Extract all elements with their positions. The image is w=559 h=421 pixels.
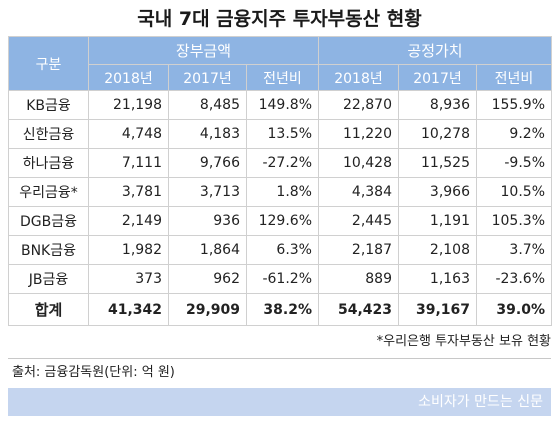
- cell: 1,163: [398, 264, 477, 294]
- total-cell: 54,423: [318, 293, 399, 326]
- cell: 10,278: [398, 119, 477, 149]
- table-row: 하나금융 7,111 9,766 -27.2% 10,428 11,525 -9…: [8, 148, 552, 178]
- table-row: JB금융 373 962 -61.2% 889 1,163 -23.6%: [8, 264, 552, 294]
- cell: 13.5%: [246, 119, 319, 149]
- total-cell: 29,909: [168, 293, 247, 326]
- cell: -23.6%: [476, 264, 552, 294]
- cell: 2,108: [398, 235, 477, 265]
- brand-banner: 소비자가 만드는 신문: [8, 388, 551, 416]
- cell: 155.9%: [476, 90, 552, 120]
- cell: -9.5%: [476, 148, 552, 178]
- total-cell: 38.2%: [246, 293, 319, 326]
- cell: 10,428: [318, 148, 399, 178]
- cell: 1,191: [398, 206, 477, 236]
- table-row: KB금융 21,198 8,485 149.8% 22,870 8,936 15…: [8, 90, 552, 120]
- total-cell: 39,167: [398, 293, 477, 326]
- cell: 2,445: [318, 206, 399, 236]
- cell: 8,485: [168, 90, 247, 120]
- cell: 889: [318, 264, 399, 294]
- table-row: DGB금융 2,149 936 129.6% 2,445 1,191 105.3…: [8, 206, 552, 236]
- table-row: BNK금융 1,982 1,864 6.3% 2,187 2,108 3.7%: [8, 235, 552, 265]
- cell: -27.2%: [246, 148, 319, 178]
- cell: 936: [168, 206, 247, 236]
- row-name: DGB금융: [8, 206, 89, 236]
- row-name: 신한금융: [8, 119, 89, 149]
- header-2018-fair: 2018년: [318, 64, 399, 91]
- header-2017-book: 2017년: [168, 64, 247, 91]
- total-cell: 41,342: [88, 293, 169, 326]
- header-fair-value: 공정가치: [318, 36, 552, 65]
- cell: 3,713: [168, 177, 247, 207]
- source-note: 출처: 금융감독원(단위: 억 원): [8, 358, 551, 386]
- header-2017-fair: 2017년: [398, 64, 477, 91]
- header-yoy-fair: 전년비: [476, 64, 552, 91]
- page-title: 국내 7대 금융지주 투자부동산 현황: [137, 8, 422, 30]
- table-row: 신한금융 4,748 4,183 13.5% 11,220 10,278 9.2…: [8, 119, 552, 149]
- cell: 129.6%: [246, 206, 319, 236]
- table-row: 우리금융* 3,781 3,713 1.8% 4,384 3,966 10.5%: [8, 177, 552, 207]
- row-name: JB금융: [8, 264, 89, 294]
- header-category: 구분: [8, 36, 89, 91]
- cell: 9.2%: [476, 119, 552, 149]
- cell: 4,748: [88, 119, 169, 149]
- cell: 1,982: [88, 235, 169, 265]
- total-cell: 39.0%: [476, 293, 552, 326]
- total-label: 합계: [8, 293, 89, 326]
- cell: 962: [168, 264, 247, 294]
- cell: 9,766: [168, 148, 247, 178]
- cell: 2,149: [88, 206, 169, 236]
- row-name: BNK금융: [8, 235, 89, 265]
- cell: 105.3%: [476, 206, 552, 236]
- cell: 3,966: [398, 177, 477, 207]
- real-estate-table: 구분 장부금액 공정가치 2018년 2017년 전년비 2018년 2017년…: [8, 36, 552, 326]
- cell: 4,384: [318, 177, 399, 207]
- total-row: 합계 41,342 29,909 38.2% 54,423 39,167 39.…: [8, 293, 552, 326]
- cell: 3.7%: [476, 235, 552, 265]
- row-name: 우리금융*: [8, 177, 89, 207]
- cell: 22,870: [318, 90, 399, 120]
- header-2018-book: 2018년: [88, 64, 169, 91]
- cell: 6.3%: [246, 235, 319, 265]
- cell: 21,198: [88, 90, 169, 120]
- header-yoy-book: 전년비: [246, 64, 319, 91]
- cell: 149.8%: [246, 90, 319, 120]
- cell: 1,864: [168, 235, 247, 265]
- row-name: KB금융: [8, 90, 89, 120]
- cell: 7,111: [88, 148, 169, 178]
- cell: 10.5%: [476, 177, 552, 207]
- cell: 4,183: [168, 119, 247, 149]
- row-name: 하나금융: [8, 148, 89, 178]
- cell: 8,936: [398, 90, 477, 120]
- footnote: *우리은행 투자부동산 보유 현황: [376, 334, 551, 349]
- cell: 11,220: [318, 119, 399, 149]
- header-book-value: 장부금액: [88, 36, 319, 65]
- cell: 3,781: [88, 177, 169, 207]
- cell: 11,525: [398, 148, 477, 178]
- cell: 2,187: [318, 235, 399, 265]
- cell: -61.2%: [246, 264, 319, 294]
- cell: 1.8%: [246, 177, 319, 207]
- cell: 373: [88, 264, 169, 294]
